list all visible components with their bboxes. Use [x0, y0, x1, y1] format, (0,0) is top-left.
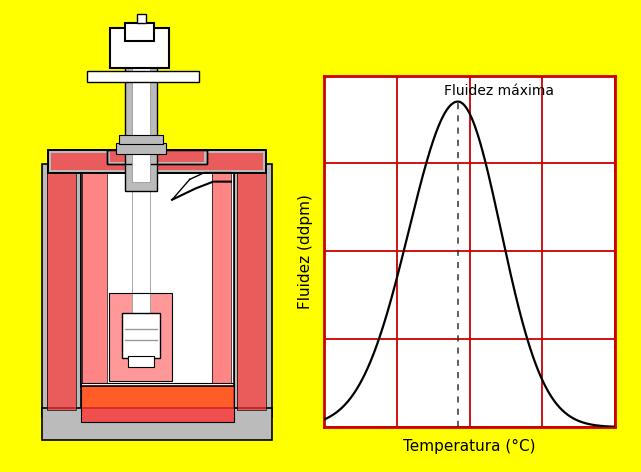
Bar — [119, 135, 163, 144]
Bar — [81, 383, 234, 422]
Bar — [116, 143, 166, 154]
Bar — [110, 151, 204, 162]
Bar — [212, 161, 231, 383]
Y-axis label: Fluidez (ddpm): Fluidez (ddpm) — [298, 194, 313, 309]
Bar — [81, 159, 234, 386]
Bar — [132, 50, 150, 182]
Bar — [128, 356, 154, 367]
Bar — [110, 27, 169, 68]
Bar — [237, 168, 267, 411]
Bar — [125, 50, 157, 191]
Text: Fluidez máxima: Fluidez máxima — [444, 84, 554, 98]
Bar — [234, 163, 272, 417]
Bar — [132, 186, 150, 327]
X-axis label: Temperatura (°C): Temperatura (°C) — [403, 439, 536, 454]
Bar — [212, 161, 231, 383]
Bar — [109, 293, 172, 381]
Bar — [48, 150, 267, 173]
Bar — [51, 153, 263, 170]
Bar — [107, 150, 208, 163]
Bar — [87, 71, 199, 82]
Bar — [81, 383, 234, 422]
Bar — [82, 161, 107, 383]
Bar — [109, 293, 172, 381]
Bar — [42, 163, 81, 417]
Bar — [122, 313, 160, 358]
Bar — [47, 168, 76, 411]
Bar — [137, 14, 146, 23]
Bar — [47, 168, 76, 411]
Bar — [42, 408, 272, 440]
Bar — [107, 150, 208, 163]
Bar — [82, 161, 107, 383]
Bar — [125, 23, 154, 41]
Bar — [237, 168, 267, 411]
Bar — [48, 150, 267, 173]
